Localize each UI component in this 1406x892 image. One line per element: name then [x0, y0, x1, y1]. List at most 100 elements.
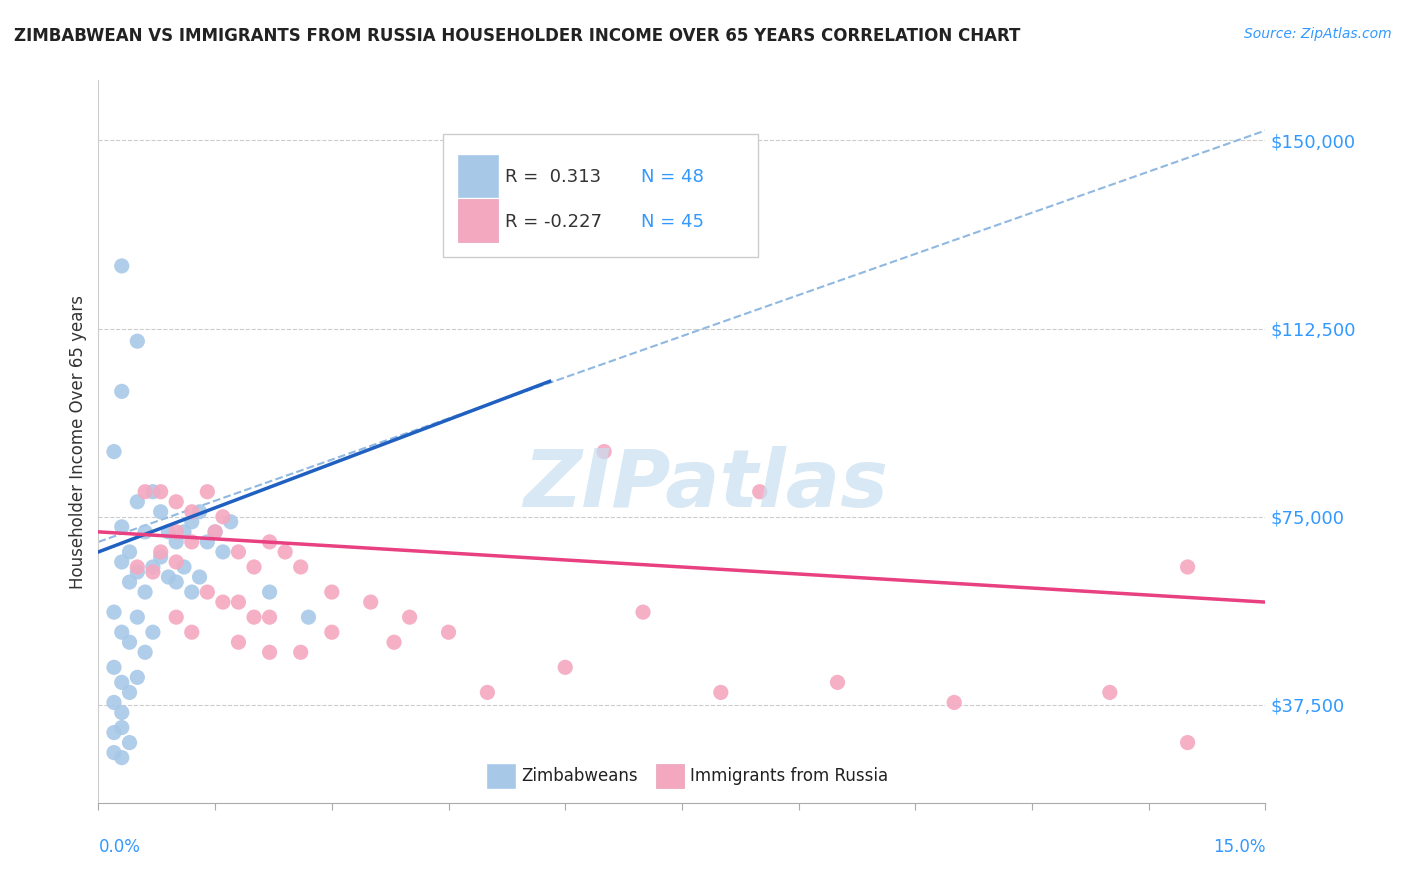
FancyBboxPatch shape — [458, 200, 498, 242]
FancyBboxPatch shape — [458, 154, 498, 197]
Point — [180, 585, 202, 599]
Point — [228, 595, 250, 609]
Point — [243, 560, 266, 574]
Point — [219, 515, 242, 529]
Point — [360, 595, 382, 609]
Point — [127, 670, 149, 684]
Point — [103, 444, 125, 458]
Text: R = -0.227: R = -0.227 — [505, 213, 602, 231]
Point — [631, 605, 654, 619]
Point — [127, 494, 149, 508]
Point — [173, 560, 195, 574]
Point — [165, 494, 187, 508]
FancyBboxPatch shape — [443, 135, 758, 257]
Point — [212, 545, 235, 559]
Point — [477, 685, 499, 699]
Point — [321, 625, 343, 640]
Point — [259, 585, 281, 599]
Point — [103, 696, 125, 710]
Point — [111, 706, 134, 720]
Point — [212, 509, 235, 524]
Point — [195, 534, 218, 549]
Point — [111, 520, 134, 534]
Point — [165, 574, 187, 589]
Point — [111, 675, 134, 690]
Point — [118, 574, 141, 589]
Point — [321, 585, 343, 599]
Point — [259, 645, 281, 659]
Point — [204, 524, 226, 539]
Text: ZIPatlas: ZIPatlas — [523, 446, 887, 524]
Point — [398, 610, 420, 624]
Text: Source: ZipAtlas.com: Source: ZipAtlas.com — [1244, 27, 1392, 41]
Point — [103, 660, 125, 674]
Point — [134, 645, 156, 659]
Point — [259, 610, 281, 624]
Point — [228, 635, 250, 649]
Text: Immigrants from Russia: Immigrants from Russia — [690, 767, 889, 785]
Point — [1098, 685, 1121, 699]
Point — [103, 605, 125, 619]
Point — [243, 610, 266, 624]
Point — [180, 534, 202, 549]
Point — [142, 560, 165, 574]
Point — [1177, 735, 1199, 749]
Point — [290, 645, 312, 659]
Point — [437, 625, 460, 640]
Point — [290, 560, 312, 574]
Point — [274, 545, 297, 559]
Point — [127, 334, 149, 348]
Text: R =  0.313: R = 0.313 — [505, 168, 600, 186]
Point — [134, 585, 156, 599]
Point — [748, 484, 770, 499]
Point — [142, 565, 165, 579]
Point — [111, 750, 134, 764]
Text: N = 45: N = 45 — [641, 213, 704, 231]
Point — [165, 534, 187, 549]
Point — [134, 484, 156, 499]
Point — [204, 524, 226, 539]
Point — [127, 565, 149, 579]
Point — [127, 610, 149, 624]
Point — [127, 560, 149, 574]
Point — [118, 685, 141, 699]
Point — [111, 555, 134, 569]
Point — [111, 259, 134, 273]
Point — [103, 746, 125, 760]
Text: 15.0%: 15.0% — [1213, 838, 1265, 856]
Point — [149, 545, 172, 559]
Point — [188, 505, 211, 519]
Y-axis label: Householder Income Over 65 years: Householder Income Over 65 years — [69, 294, 87, 589]
Point — [142, 625, 165, 640]
Point — [111, 384, 134, 399]
Point — [180, 505, 202, 519]
Point — [149, 505, 172, 519]
Point — [195, 585, 218, 599]
Point — [149, 484, 172, 499]
Point — [149, 549, 172, 564]
Point — [111, 625, 134, 640]
Point — [297, 610, 319, 624]
Point — [157, 570, 180, 584]
Point — [134, 524, 156, 539]
Point — [173, 524, 195, 539]
Point — [180, 515, 202, 529]
Text: ZIMBABWEAN VS IMMIGRANTS FROM RUSSIA HOUSEHOLDER INCOME OVER 65 YEARS CORRELATIO: ZIMBABWEAN VS IMMIGRANTS FROM RUSSIA HOU… — [14, 27, 1021, 45]
Point — [212, 595, 235, 609]
Point — [142, 484, 165, 499]
Text: Zimbabweans: Zimbabweans — [520, 767, 637, 785]
Point — [188, 570, 211, 584]
Point — [103, 725, 125, 739]
Point — [1177, 560, 1199, 574]
Point — [165, 555, 187, 569]
Text: N = 48: N = 48 — [641, 168, 704, 186]
Point — [165, 524, 187, 539]
FancyBboxPatch shape — [486, 764, 515, 789]
Point — [118, 735, 141, 749]
Point — [593, 444, 616, 458]
Point — [195, 484, 218, 499]
Point — [228, 545, 250, 559]
Point — [710, 685, 733, 699]
Point — [382, 635, 405, 649]
Text: 0.0%: 0.0% — [98, 838, 141, 856]
